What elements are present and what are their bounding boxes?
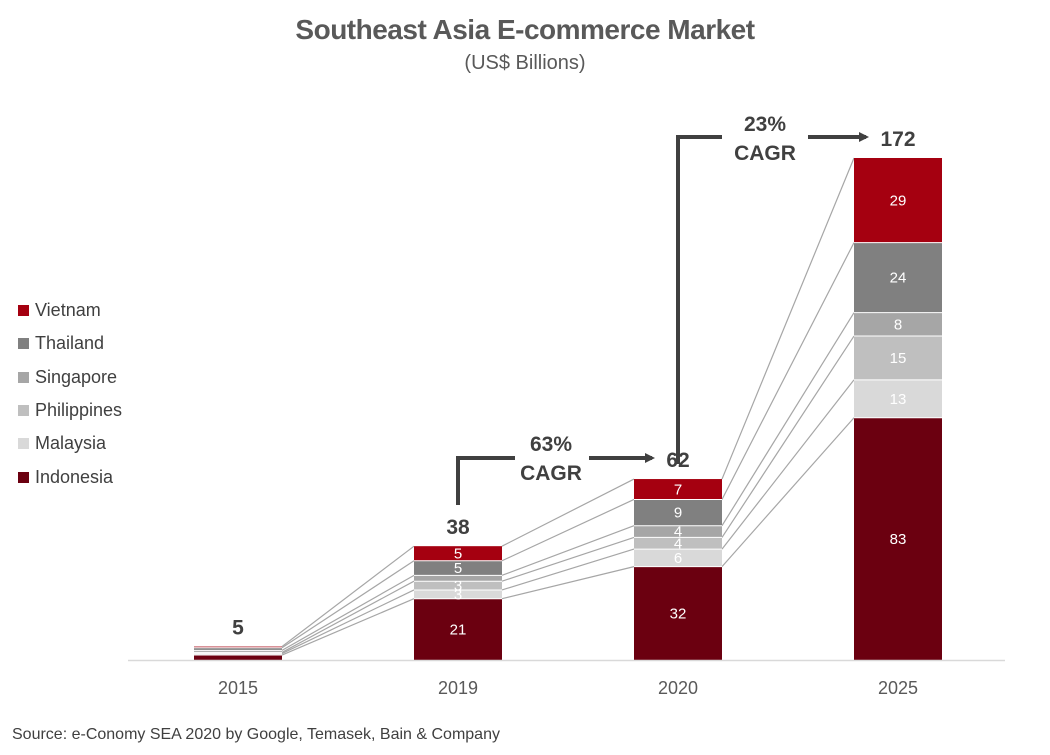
- bar-segment-philippines-2019: [414, 581, 502, 590]
- series-connector-lines: [281, 157, 855, 656]
- x-tick-label-2020: 2020: [658, 678, 698, 698]
- x-tick-label-2019: 2019: [438, 678, 478, 698]
- bar-segment-philippines-2015: [194, 652, 282, 654]
- legend-swatch-singapore: [18, 371, 29, 383]
- bar-segment-singapore-2015: [194, 650, 282, 653]
- cagr-bracket-1: [676, 135, 722, 464]
- bar-segment-singapore-2020: [634, 525, 722, 538]
- cagr-percent-label-1: 23%: [744, 113, 786, 136]
- bar-segment-vietnam-2015: [194, 646, 282, 648]
- data-label-indonesia-2025: 83: [890, 531, 907, 548]
- legend-label-singapore: Singapore: [35, 366, 118, 387]
- legend-item-vietnam: Vietnam: [18, 294, 122, 327]
- data-label-vietnam-2025: 29: [890, 192, 907, 209]
- legend-item-philippines: Philippines: [18, 394, 122, 427]
- data-label-thailand-2025: 24: [890, 270, 907, 287]
- legend-swatch-thailand: [18, 338, 29, 350]
- bar-segment-thailand-2015: [194, 647, 282, 651]
- legend-label-malaysia: Malaysia: [35, 433, 107, 454]
- data-label-singapore-2025: 8: [894, 316, 902, 333]
- connector-singapore-2015-2019: [281, 574, 415, 651]
- bar-segment-indonesia-2025: [854, 417, 942, 660]
- chart-title: Southeast Asia E-commerce Market: [295, 14, 755, 45]
- bar-segment-philippines-2020: [634, 537, 722, 550]
- bar-segment-singapore-2019: [414, 575, 502, 582]
- connector-thailand-2020-2025: [721, 242, 855, 500]
- legend-swatch-indonesia: [18, 471, 29, 483]
- legend-label-vietnam: Vietnam: [35, 300, 101, 321]
- connector-singapore-2019-2020: [501, 525, 635, 576]
- data-label-singapore-2020: 4: [674, 524, 682, 541]
- total-label-2015: 5: [232, 617, 244, 640]
- bar-segment-indonesia-2015: [194, 655, 282, 660]
- bar-segment-thailand-2020: [634, 499, 722, 526]
- bar-segment-singapore-2025: [854, 312, 942, 337]
- bar-segment-malaysia-2015: [194, 653, 282, 656]
- cagr-text-label-0: CAGR: [520, 462, 582, 485]
- connector-vietnam-2015-2019: [281, 545, 415, 648]
- cagr-percent-label-0: 63%: [530, 433, 572, 456]
- connector-malaysia-2015-2019: [281, 589, 415, 655]
- bar-segment-vietnam-2025: [854, 158, 942, 243]
- chart-subtitle: (US$ Billions): [464, 52, 586, 74]
- legend-swatch-vietnam: [18, 305, 29, 317]
- bar-segment-indonesia-2019: [414, 598, 502, 660]
- bar-segment-malaysia-2025: [854, 379, 942, 418]
- bar-segment-vietnam-2019: [414, 546, 502, 561]
- connector-indonesia-2015-2019: [281, 598, 415, 656]
- legend-item-malaysia: Malaysia: [18, 427, 122, 460]
- legend-swatch-malaysia: [18, 438, 29, 450]
- legend-item-indonesia: Indonesia: [18, 460, 122, 493]
- data-label-thailand-2020: 9: [674, 505, 682, 522]
- bar-segment-malaysia-2019: [414, 589, 502, 599]
- x-tick-label-2015: 2015: [218, 678, 258, 698]
- cagr-bracket-0: [456, 456, 515, 505]
- bar-segment-thailand-2019: [414, 560, 502, 576]
- data-label-philippines-2025: 15: [890, 350, 907, 367]
- data-label-malaysia-2025: 13: [890, 391, 907, 408]
- cagr-text-label-1: CAGR: [734, 142, 796, 165]
- connector-vietnam-2019-2020: [501, 478, 635, 547]
- bar-segment-philippines-2025: [854, 336, 942, 380]
- connector-philippines-2020-2025: [721, 335, 855, 538]
- data-label-malaysia-2019: 3: [454, 586, 462, 603]
- connector-philippines-2019-2020: [501, 536, 635, 582]
- data-label-indonesia-2019: 21: [450, 621, 467, 638]
- connector-thailand-2019-2020: [501, 498, 635, 562]
- bar-segment-thailand-2025: [854, 242, 942, 313]
- legend-item-singapore: Singapore: [18, 361, 122, 394]
- data-label-philippines-2020: 4: [674, 535, 682, 552]
- x-axis: 2015 2019 2020 2025: [128, 659, 1005, 698]
- bar-segment-vietnam-2020: [634, 479, 722, 500]
- connector-indonesia-2020-2025: [721, 417, 855, 568]
- connector-indonesia-2019-2020: [501, 566, 635, 600]
- legend-label-thailand: Thailand: [35, 333, 105, 354]
- legend-swatch-philippines: [18, 405, 29, 417]
- bar-segment-indonesia-2020: [634, 566, 722, 660]
- x-tick-label-2025: 2025: [878, 678, 918, 698]
- total-label-2019: 38: [446, 516, 470, 539]
- connector-philippines-2015-2019: [281, 580, 415, 653]
- connector-thailand-2015-2019: [281, 560, 415, 649]
- data-label-vietnam-2020: 7: [674, 481, 682, 498]
- connector-singapore-2020-2025: [721, 312, 855, 527]
- legend-label-indonesia: Indonesia: [35, 466, 114, 487]
- connector-vietnam-2020-2025: [721, 157, 855, 480]
- data-label-philippines-2019: 3: [454, 578, 462, 595]
- source-note: Source: e-Conomy SEA 2020 by Google, Tem…: [12, 726, 500, 743]
- connector-malaysia-2020-2025: [721, 379, 855, 550]
- connector-malaysia-2019-2020: [501, 548, 635, 591]
- data-label-vietnam-2019: 5: [454, 545, 462, 562]
- cagr-annotations: 63% CAGR 23% CAGR: [456, 113, 869, 505]
- legend: Vietnam Thailand Singapore Philippines M…: [18, 294, 122, 494]
- data-label-thailand-2019: 5: [454, 560, 462, 577]
- legend-label-philippines: Philippines: [35, 400, 123, 421]
- bar-segment-malaysia-2020: [634, 549, 722, 567]
- data-label-malaysia-2020: 6: [674, 550, 682, 567]
- legend-item-thailand: Thailand: [18, 327, 122, 360]
- data-label-indonesia-2020: 32: [670, 605, 687, 622]
- total-label-2025: 172: [880, 128, 915, 151]
